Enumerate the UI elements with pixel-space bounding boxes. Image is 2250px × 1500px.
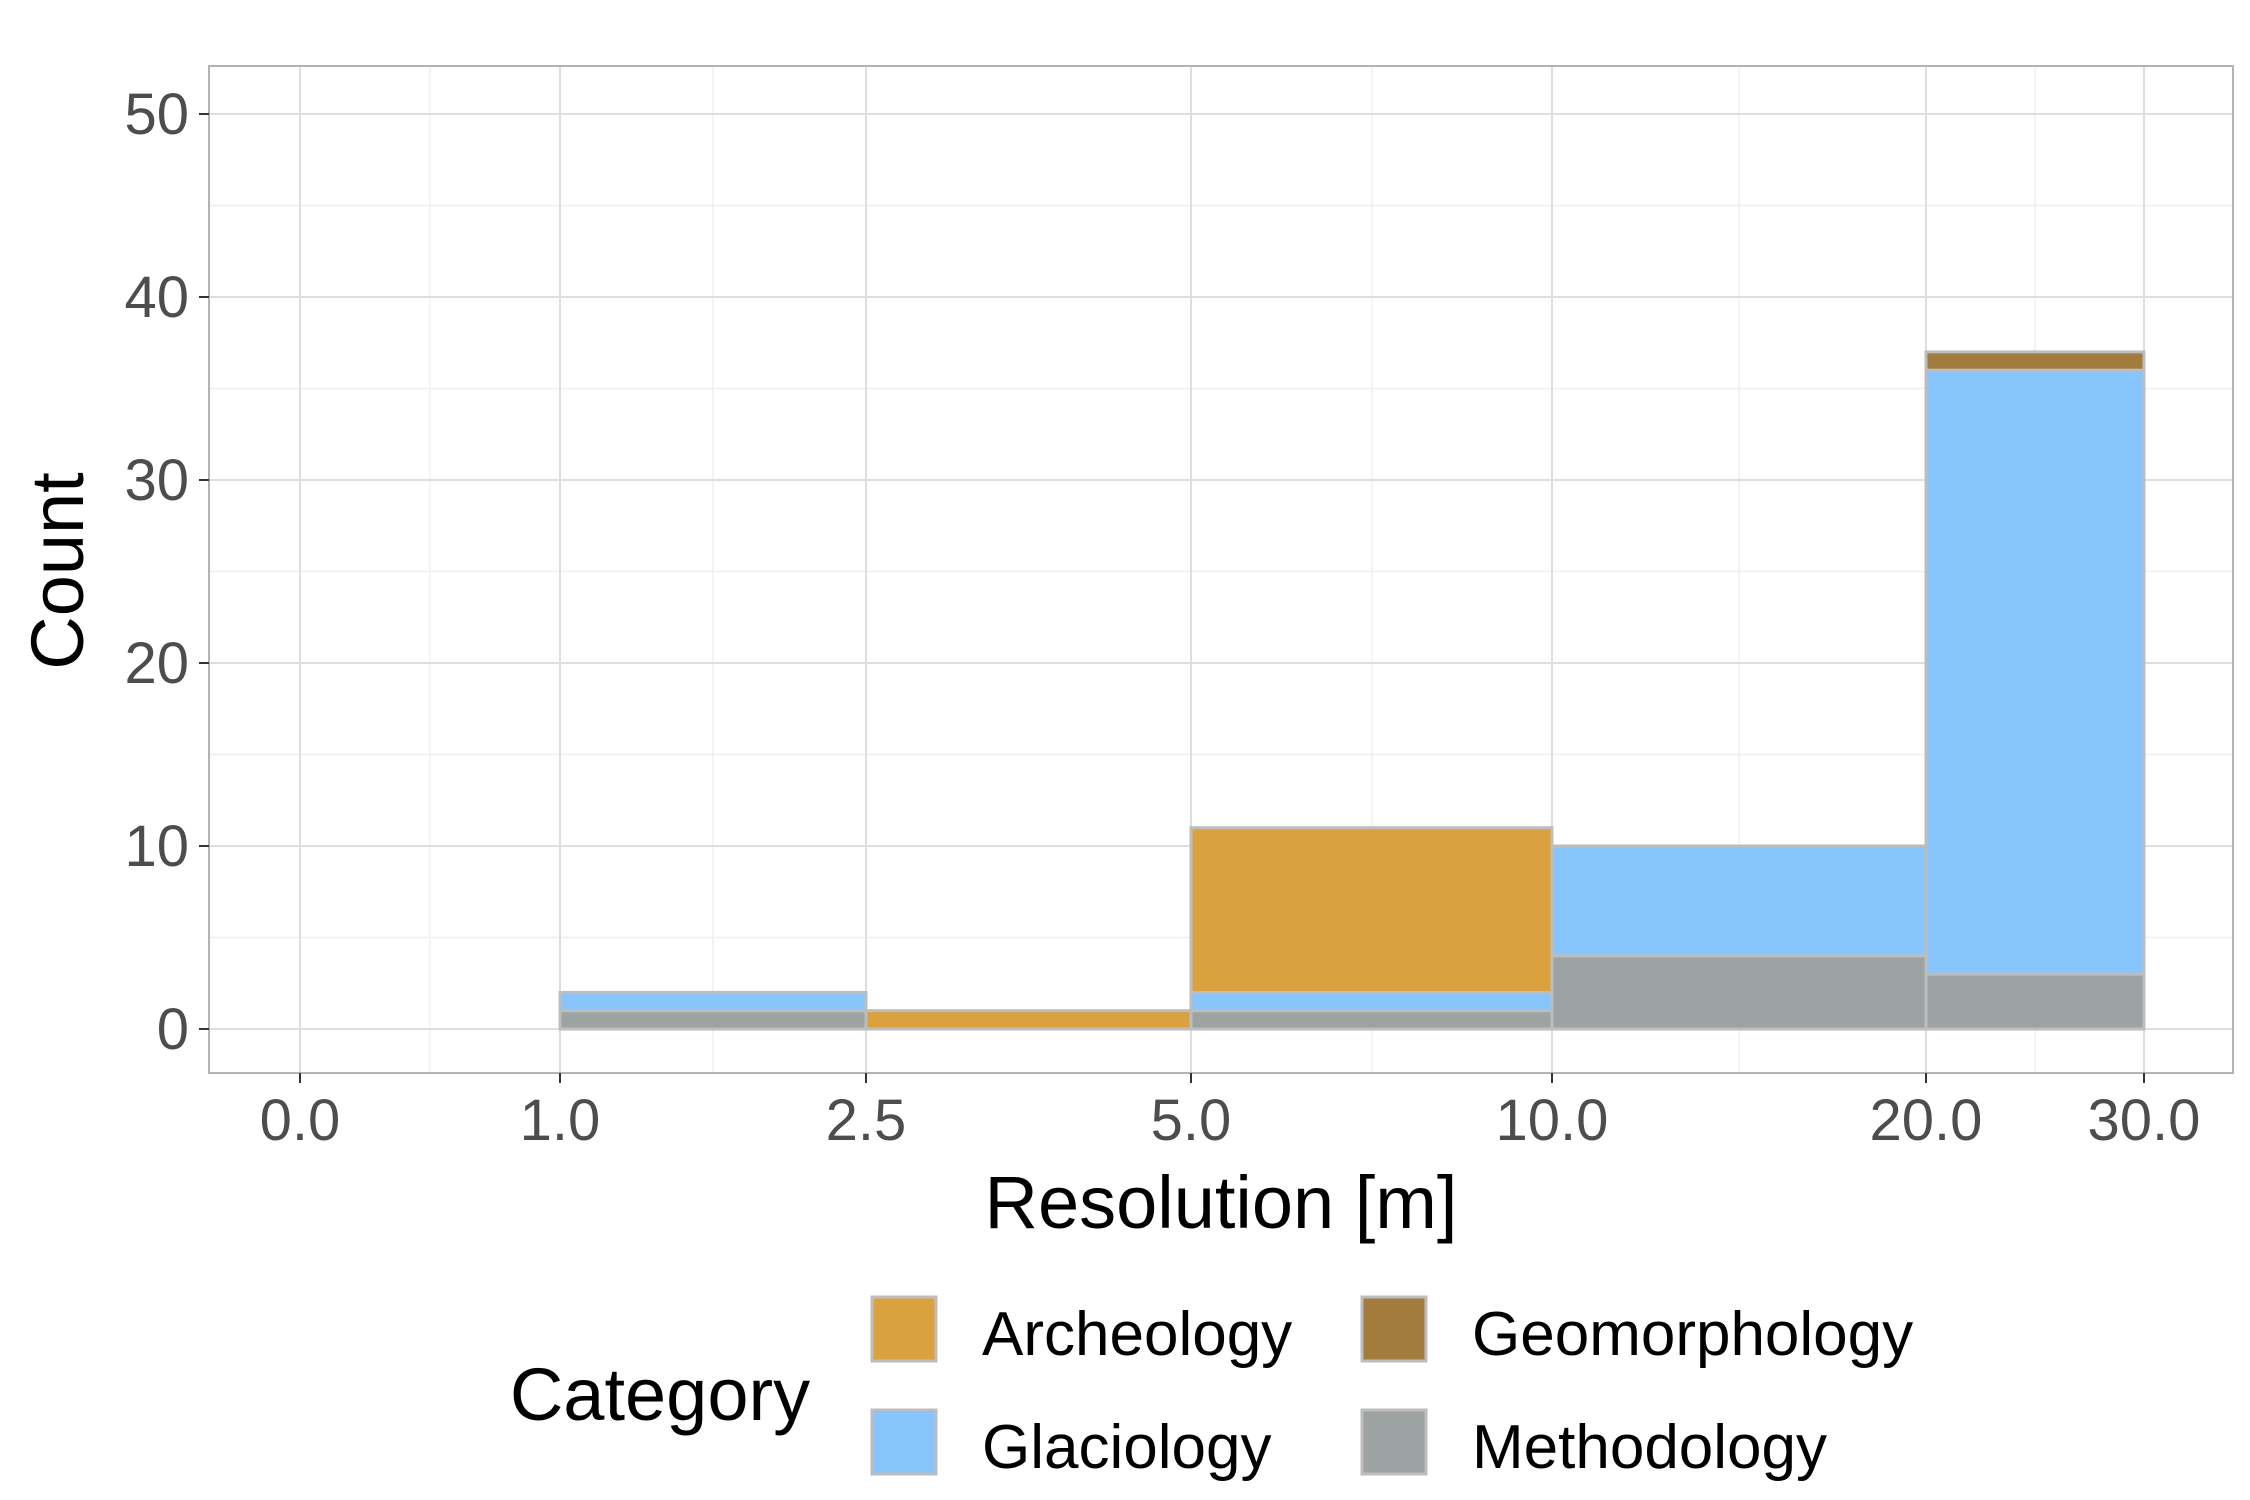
legend-key-glaciology	[870, 1408, 938, 1476]
legend-label-archeology: Archeology	[982, 1300, 1292, 1369]
x-axis-title: Resolution [m]	[985, 1161, 1458, 1244]
x-tick-label: 2.5	[826, 1088, 907, 1153]
legend-key-methodology	[1360, 1408, 1428, 1476]
y-axis-title: Count	[16, 472, 99, 670]
x-tick-label: 0.0	[260, 1088, 341, 1153]
bars-layer	[558, 350, 2146, 1031]
panel-border	[208, 65, 2234, 1074]
bar-glaciology-bin-3	[1189, 990, 1554, 1013]
x-tick-label: 20.0	[1870, 1088, 1983, 1153]
x-tick-label: 1.0	[520, 1088, 601, 1153]
bar-methodology-bin-5	[1924, 972, 2146, 1031]
x-tick-label: 5.0	[1151, 1088, 1232, 1153]
legend-label-glaciology: Glaciology	[982, 1413, 1271, 1482]
x-tick-label: 10.0	[1496, 1088, 1609, 1153]
bar-methodology-bin-1	[558, 1009, 868, 1031]
y-tick-label: 50	[124, 82, 189, 147]
y-tick-label: 40	[124, 265, 189, 330]
legend-title: Category	[510, 1353, 810, 1436]
y-tick-label: 10	[124, 814, 189, 879]
legend-key-archeology	[870, 1295, 938, 1363]
bar-glaciology-bin-1	[558, 990, 868, 1013]
y-tick-label: 0	[157, 997, 189, 1062]
bar-glaciology-bin-4	[1550, 844, 1928, 958]
bar-archeology-bin-3	[1189, 826, 1554, 994]
bar-geomorphology-bin-5	[1924, 350, 2146, 372]
y-axis: 0 10 20 30 40 50	[124, 82, 209, 1062]
bar-archeology-bin-2	[864, 1009, 1193, 1031]
legend-label-geomorphology: Geomorphology	[1472, 1300, 1913, 1369]
x-axis: 0.0 1.0 2.5 5.0 10.0 20.0 30.0	[260, 1073, 2201, 1153]
legend: Category Archeology Geomorphology Glaciolo…	[510, 1295, 1913, 1482]
y-tick-label: 30	[124, 448, 189, 513]
bar-methodology-bin-4	[1550, 954, 1928, 1031]
x-tick-label: 30.0	[2088, 1088, 2201, 1153]
legend-key-geomorphology	[1360, 1295, 1428, 1363]
legend-label-methodology: Methodology	[1472, 1413, 1827, 1482]
y-tick-label: 20	[124, 631, 189, 696]
bar-glaciology-bin-5	[1924, 368, 2146, 976]
bar-methodology-bin-3	[1189, 1009, 1554, 1031]
